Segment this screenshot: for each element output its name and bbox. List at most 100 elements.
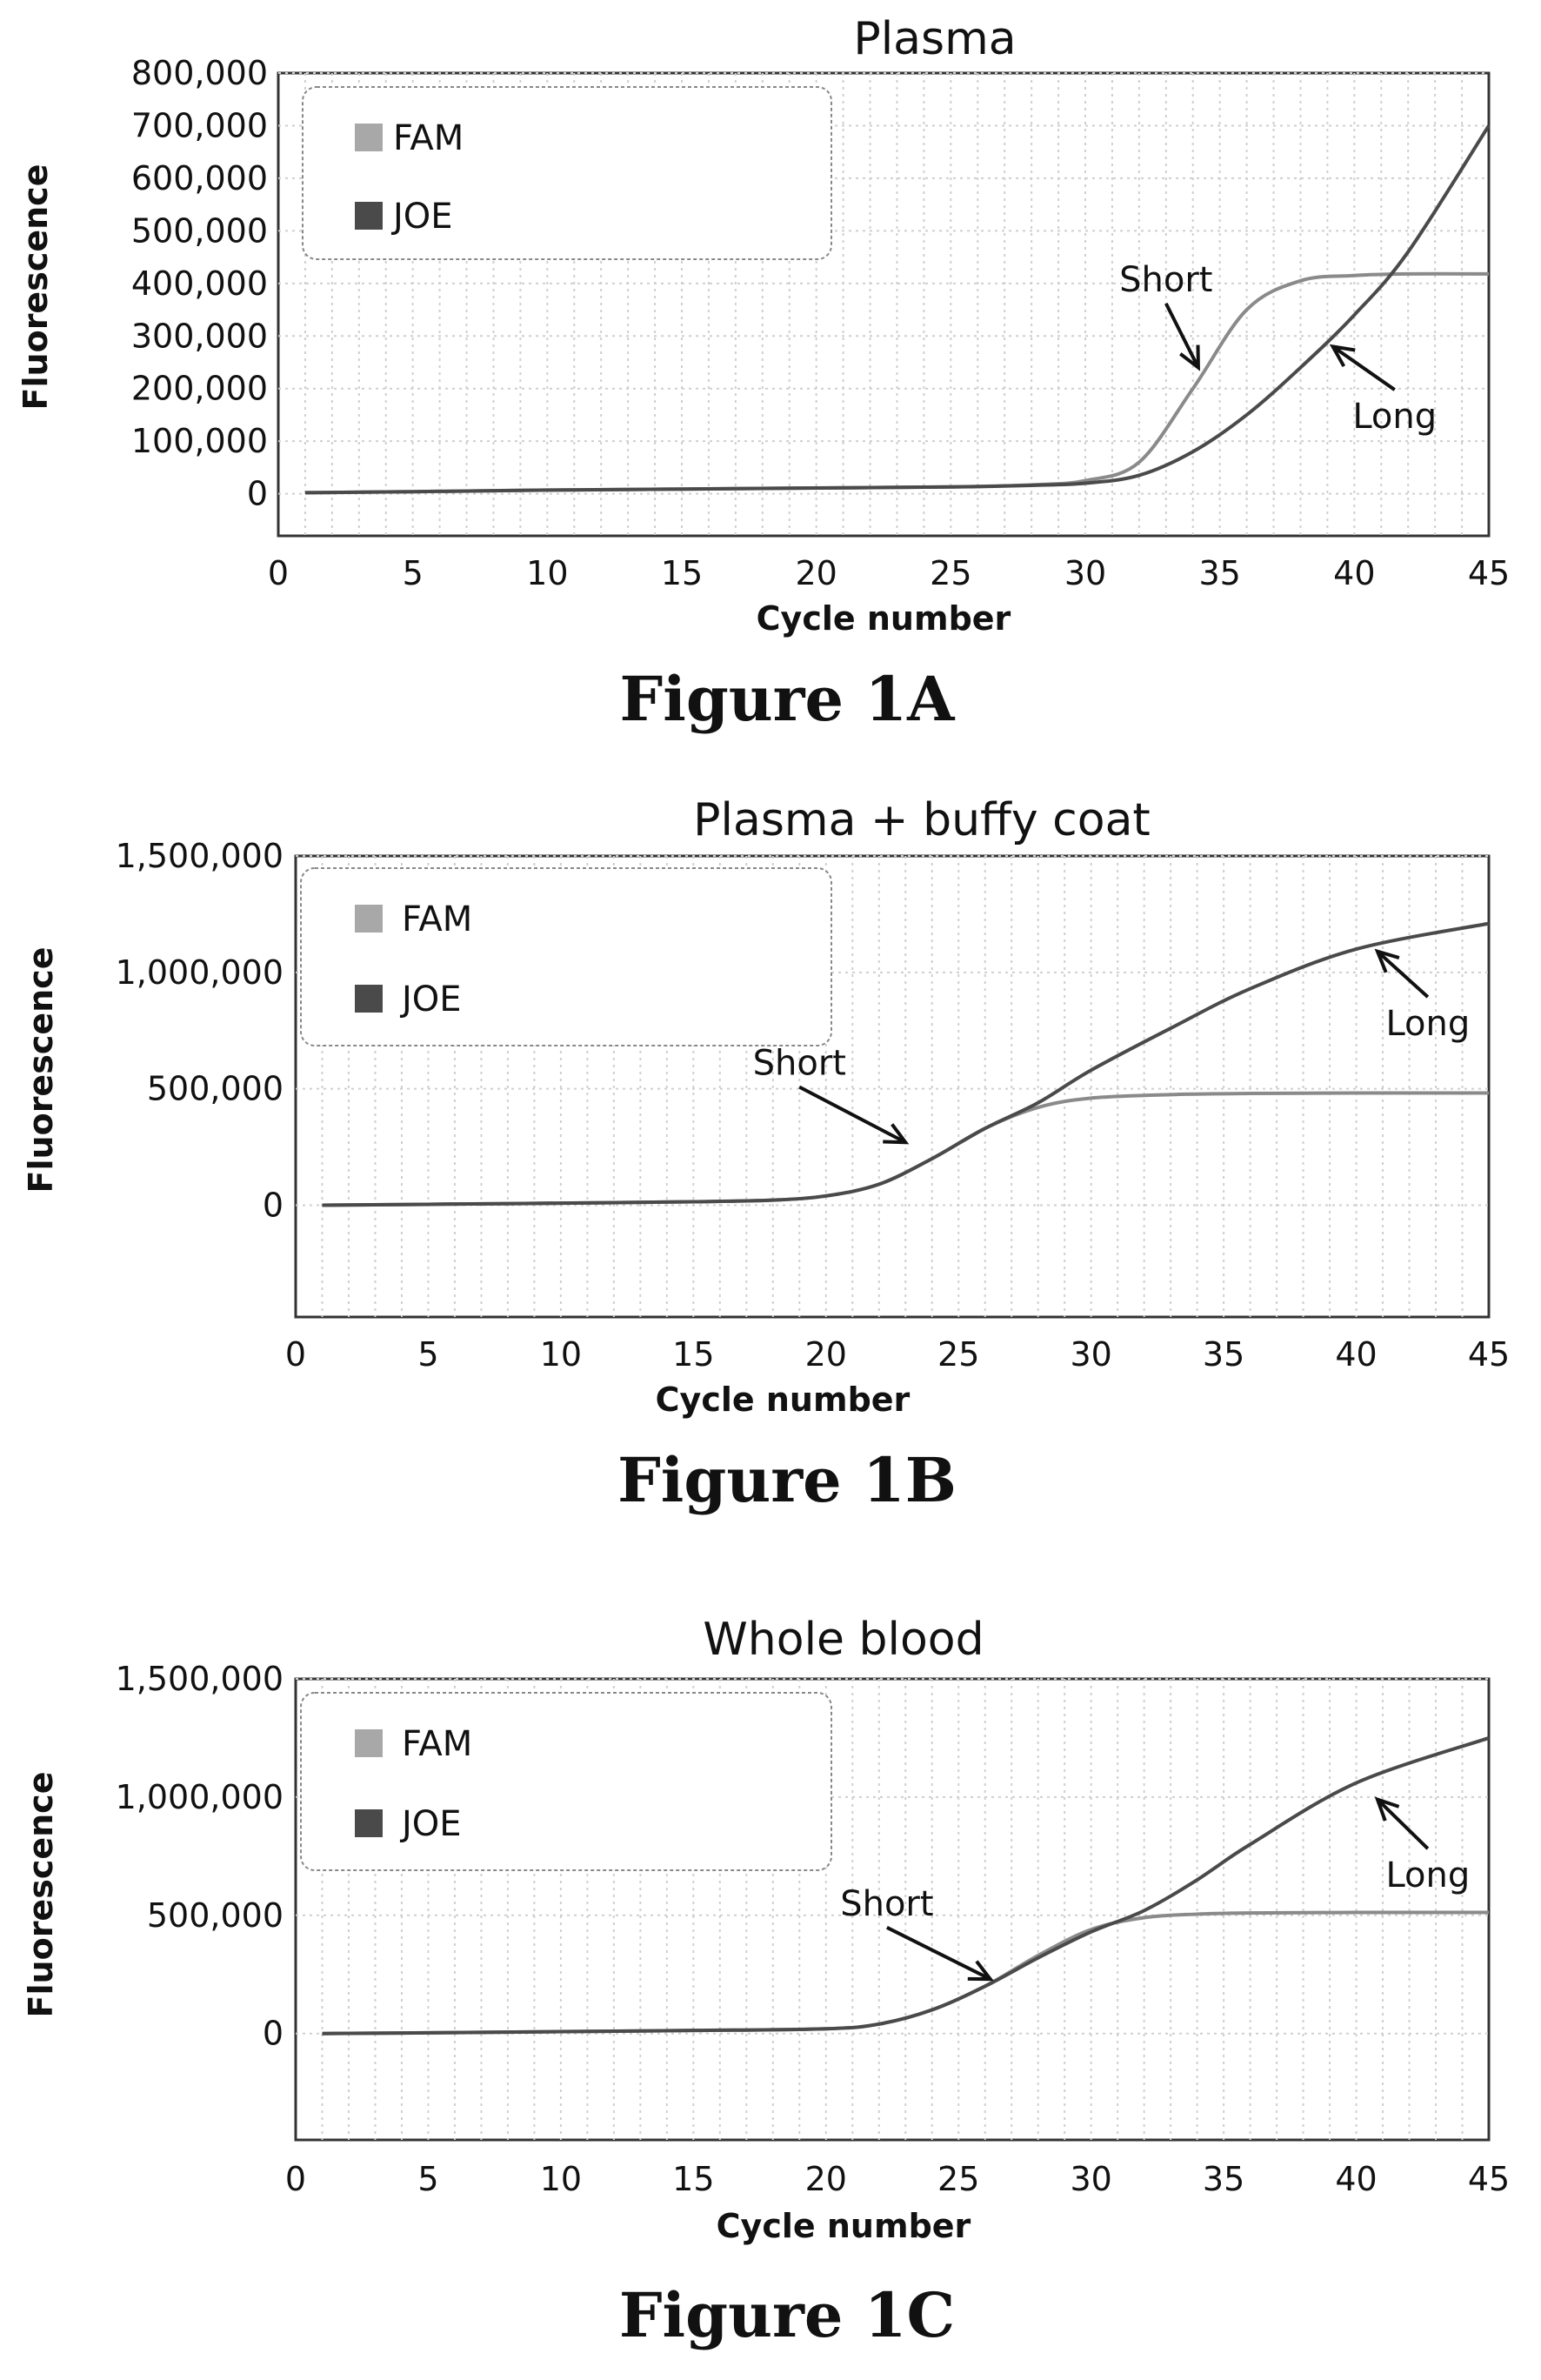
legend [302,86,832,260]
y-tick-label: 200,000 [131,370,268,408]
y-tick-labels: 0 500,000 1,000,000 1,500,000 [116,837,284,1225]
x-tick-label: 30 [1070,1335,1111,1374]
x-tick-label: 20 [805,1335,847,1374]
x-axis-label: Cycle number [717,2207,971,2245]
x-tick-label: 45 [1468,554,1510,592]
figure-caption: Figure 1A [620,663,957,735]
x-tick-label: 40 [1335,2160,1377,2198]
x-tick-label: 25 [937,1335,979,1374]
x-tick-label: 35 [1203,2160,1244,2198]
series-line-joe [304,124,1491,495]
annotation-long: Long [1385,1855,1470,1895]
y-tick-label: 500,000 [147,1070,284,1108]
y-tick-label: 400,000 [131,264,268,303]
x-tick-label: 15 [672,2160,714,2198]
y-tick-label: 1,000,000 [116,953,284,992]
legend-label-fam: FAM [402,899,472,939]
y-tick-labels: 0 500,000 1,000,000 1,500,000 [116,1660,284,2053]
chart-title: Plasma [853,13,1016,65]
y-tick-label: 800,000 [131,54,268,92]
y-tick-label: 0 [247,475,268,513]
series-line-joe [322,1736,1490,2036]
legend-swatch-fam [355,905,383,933]
annotation-arrow [886,1926,994,1982]
x-tick-label: 35 [1203,1335,1244,1374]
x-tick-label: 45 [1468,2160,1510,2198]
x-tick-label: 15 [661,554,703,592]
y-axis-label: Fluorescence [22,1772,60,2018]
x-tick-label: 0 [285,1335,306,1374]
legend-swatch-fam [355,124,383,151]
x-tick-label: 20 [795,554,837,592]
annotation-arrow [1164,302,1200,371]
x-tick-label: 10 [526,554,568,592]
series-layer [322,1736,1490,2036]
chart-plasma: Plasma 0 100,000 200,000 300,000 400,000 500,… [17,13,1510,735]
x-tick-label: 40 [1333,554,1375,592]
legend-swatch-joe [355,1809,383,1837]
x-tick-label: 30 [1064,554,1106,592]
x-tick-labels: 0 5 10 15 20 25 30 35 40 45 [268,554,1510,592]
annotation-short: Short [753,1044,846,1084]
x-tick-labels: 0 5 10 15 20 25 30 35 40 45 [285,1335,1510,1374]
y-tick-label: 300,000 [131,317,268,355]
annotation-layer: Short Long [753,948,1470,1145]
annotation-arrow [798,1085,910,1145]
x-tick-label: 5 [417,2160,438,2198]
legend-swatch-joe [355,985,383,1013]
x-tick-label: 30 [1070,2160,1111,2198]
y-axis-label: Fluorescence [22,947,60,1193]
x-tick-label: 10 [540,2160,582,2198]
x-axis-label: Cycle number [656,1381,911,1419]
annotation-long: Long [1352,397,1437,437]
y-tick-label: 1,500,000 [116,1660,284,1698]
annotation-arrow [1329,344,1396,391]
y-axis-label: Fluorescence [17,164,55,411]
legend-label-joe: JOE [390,197,453,237]
annotation-short: Short [840,1884,933,1924]
x-tick-label: 45 [1468,1335,1510,1374]
annotation-arrow [1374,1796,1430,1850]
y-tick-label: 1,000,000 [116,1778,284,1816]
x-tick-label: 10 [540,1335,582,1374]
chart-plasma-buffy-coat: Plasma + buffy coat 0 500,000 1,000,000 1,5… [22,794,1510,1516]
series-layer [304,124,1491,495]
x-tick-label: 0 [285,2160,306,2198]
x-tick-label: 35 [1198,554,1240,592]
y-tick-label: 500,000 [131,211,268,250]
legend-swatch-joe [355,202,383,230]
x-tick-label: 5 [403,554,424,592]
x-tick-label: 15 [672,1335,714,1374]
legend-label-joe: JOE [399,979,462,1020]
series-layer [322,921,1490,1207]
y-tick-label: 0 [263,1187,284,1225]
x-tick-label: 25 [930,554,971,592]
chart-title: Whole blood [703,1614,984,1666]
figure-caption: Figure 1B [617,1444,957,1516]
x-tick-label: 20 [805,2160,847,2198]
legend-label-fam: FAM [393,118,464,158]
chart-whole-blood: Whole blood 0 500,000 1,000,000 1,500,000 0… [22,1614,1510,2351]
x-tick-label: 5 [417,1335,438,1374]
x-tick-label: 25 [937,2160,979,2198]
x-axis-label: Cycle number [757,599,1011,638]
y-tick-label: 0 [263,2015,284,2053]
annotation-short: Short [1119,260,1212,300]
annotation-layer: Short Long [840,1796,1470,1982]
figure-caption: Figure 1C [619,2279,955,2351]
y-tick-labels: 0 100,000 200,000 300,000 400,000 500,000 600,… [131,54,268,513]
x-tick-label: 40 [1335,1335,1377,1374]
annotation-long: Long [1385,1004,1470,1044]
y-tick-label: 100,000 [131,422,268,460]
annotation-arrow [1374,948,1430,999]
legend-label-joe: JOE [399,1804,462,1844]
legend-swatch-fam [355,1729,383,1757]
y-tick-label: 600,000 [131,159,268,197]
annotation-layer: Short Long [1119,260,1437,437]
legend-label-fam: FAM [402,1724,472,1764]
chart-title: Plasma + buffy coat [693,794,1151,846]
legend [300,867,832,1046]
x-tick-label: 0 [268,554,289,592]
y-tick-label: 500,000 [147,1896,284,1935]
